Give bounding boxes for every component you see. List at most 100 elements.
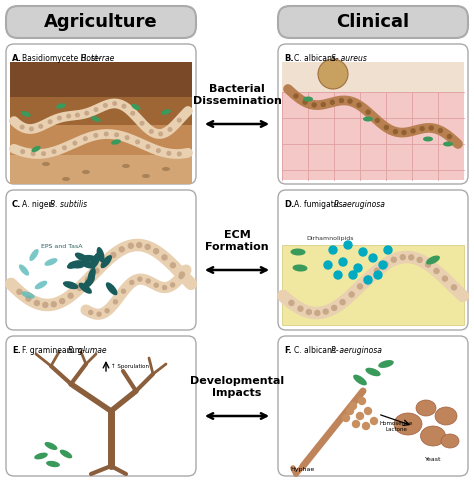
Circle shape (130, 280, 134, 284)
Circle shape (340, 300, 345, 305)
Ellipse shape (82, 170, 90, 174)
Ellipse shape (426, 256, 440, 264)
Circle shape (339, 99, 344, 103)
Circle shape (39, 124, 43, 128)
Text: C. albicans-: C. albicans- (294, 346, 338, 355)
Circle shape (354, 264, 362, 272)
Circle shape (357, 103, 361, 107)
Ellipse shape (56, 103, 66, 109)
Ellipse shape (353, 375, 367, 385)
Circle shape (73, 141, 77, 145)
Bar (10, 155, 192, 184)
Ellipse shape (46, 461, 60, 467)
Ellipse shape (303, 97, 313, 102)
Circle shape (145, 244, 150, 249)
Circle shape (332, 305, 337, 311)
Circle shape (343, 415, 349, 421)
Ellipse shape (423, 137, 433, 141)
Ellipse shape (68, 261, 84, 268)
Circle shape (171, 263, 175, 268)
Text: D.: D. (284, 200, 294, 209)
Circle shape (85, 111, 89, 115)
Ellipse shape (21, 111, 31, 117)
Circle shape (366, 110, 370, 114)
Circle shape (383, 262, 388, 267)
Ellipse shape (35, 281, 47, 289)
Text: B.: B. (284, 54, 293, 63)
Circle shape (353, 420, 359, 428)
Circle shape (138, 277, 142, 281)
Text: Yeast: Yeast (425, 457, 441, 462)
Ellipse shape (106, 282, 118, 295)
Bar (10, 62, 192, 97)
Circle shape (136, 140, 139, 144)
Circle shape (51, 302, 56, 307)
Circle shape (303, 100, 307, 104)
Circle shape (85, 277, 91, 282)
Circle shape (149, 130, 153, 133)
Circle shape (168, 128, 172, 131)
Text: Developmental
Impacts: Developmental Impacts (190, 376, 284, 398)
Text: P. aeruginosa: P. aeruginosa (334, 200, 385, 209)
Circle shape (171, 283, 174, 287)
Circle shape (140, 122, 144, 125)
Circle shape (146, 279, 150, 283)
Ellipse shape (60, 450, 72, 458)
Ellipse shape (142, 174, 150, 178)
Circle shape (163, 286, 166, 290)
Text: P. aeruginosa: P. aeruginosa (331, 346, 382, 355)
Circle shape (131, 111, 135, 115)
Bar (10, 97, 192, 125)
Circle shape (420, 127, 424, 131)
Circle shape (97, 312, 101, 316)
Text: B. glumae: B. glumae (69, 346, 107, 355)
Ellipse shape (34, 452, 48, 459)
Circle shape (339, 258, 347, 266)
Ellipse shape (45, 258, 57, 266)
Circle shape (119, 247, 124, 252)
Circle shape (366, 276, 371, 281)
Circle shape (411, 129, 415, 133)
Circle shape (321, 103, 325, 106)
Ellipse shape (88, 268, 96, 283)
Circle shape (94, 108, 98, 111)
Circle shape (137, 243, 142, 247)
Circle shape (20, 125, 24, 129)
Circle shape (289, 300, 294, 305)
Circle shape (159, 132, 163, 136)
Circle shape (315, 311, 320, 315)
Circle shape (384, 246, 392, 254)
Ellipse shape (75, 253, 89, 262)
Circle shape (21, 150, 25, 154)
Circle shape (447, 135, 451, 139)
Circle shape (344, 241, 352, 249)
Circle shape (52, 150, 56, 154)
Circle shape (63, 146, 66, 150)
Circle shape (365, 407, 372, 415)
Circle shape (384, 125, 388, 129)
Circle shape (94, 134, 98, 137)
Ellipse shape (83, 276, 95, 289)
Circle shape (154, 249, 159, 254)
Circle shape (102, 260, 108, 265)
Circle shape (349, 271, 357, 279)
Circle shape (348, 99, 352, 103)
Circle shape (391, 257, 396, 262)
Ellipse shape (111, 139, 121, 145)
FancyBboxPatch shape (278, 190, 468, 330)
FancyBboxPatch shape (278, 336, 468, 476)
Circle shape (113, 300, 118, 304)
Circle shape (30, 127, 33, 131)
Ellipse shape (291, 248, 306, 256)
Text: S. aureus: S. aureus (331, 54, 367, 63)
Text: B. terrae: B. terrae (81, 54, 114, 63)
Ellipse shape (19, 264, 29, 276)
Circle shape (298, 306, 303, 311)
Bar (282, 62, 464, 92)
FancyBboxPatch shape (278, 44, 468, 184)
Text: Bacterial
Dissemination: Bacterial Dissemination (192, 85, 282, 106)
Ellipse shape (435, 407, 457, 425)
Ellipse shape (365, 368, 381, 376)
Text: B. subtilis: B. subtilis (50, 200, 87, 209)
Circle shape (369, 254, 377, 262)
